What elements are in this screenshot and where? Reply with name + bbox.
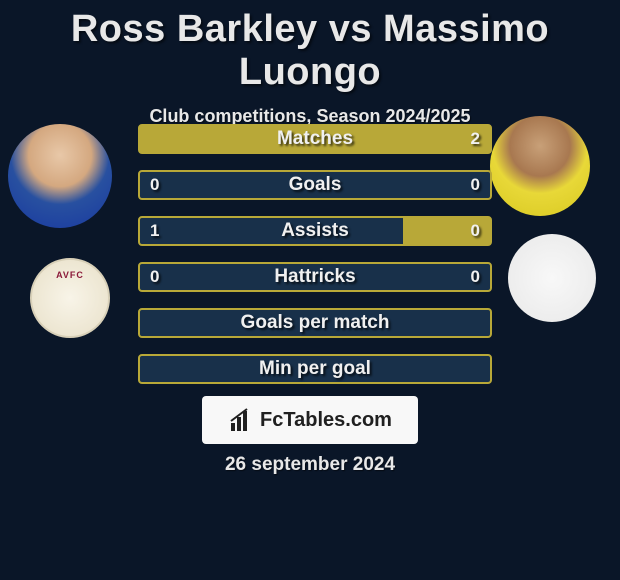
stat-label: Goals per match <box>241 312 390 334</box>
stat-label: Hattricks <box>274 266 355 288</box>
stat-value-right: 0 <box>471 175 480 195</box>
stat-label: Goals <box>289 174 342 196</box>
stat-value-left: 0 <box>150 175 159 195</box>
footer-brand-text: FcTables.com <box>260 409 392 432</box>
page-title: Ross Barkley vs Massimo Luongo <box>0 0 620 94</box>
stat-row: Hattricks 0 0 <box>138 262 492 292</box>
date-text: 26 september 2024 <box>225 454 395 476</box>
footer-brand-box: FcTables.com <box>202 396 418 444</box>
stat-value-right: 0 <box>471 267 480 287</box>
stat-value-left: 1 <box>150 221 159 241</box>
stats-container: Matches2Goals00Assists10Hattricks00Goals… <box>138 124 492 400</box>
fctables-logo-icon <box>228 407 254 433</box>
stat-row: Goals per match <box>138 308 492 338</box>
stat-label: Assists <box>281 220 349 242</box>
stat-value-right: 2 <box>471 129 480 149</box>
stat-row: Min per goal <box>138 354 492 384</box>
player2-avatar <box>490 116 590 216</box>
stat-label: Matches <box>277 128 353 150</box>
player1-club-badge <box>30 258 110 338</box>
player1-avatar <box>8 124 112 228</box>
stat-value-right: 0 <box>471 221 480 241</box>
player2-club-badge <box>508 234 596 322</box>
stat-label: Min per goal <box>259 358 371 380</box>
stat-row: Assists 1 0 <box>138 216 492 246</box>
stat-value-left: 0 <box>150 267 159 287</box>
stat-row: Goals 0 0 <box>138 170 492 200</box>
stat-row: Matches 2 <box>138 124 492 154</box>
